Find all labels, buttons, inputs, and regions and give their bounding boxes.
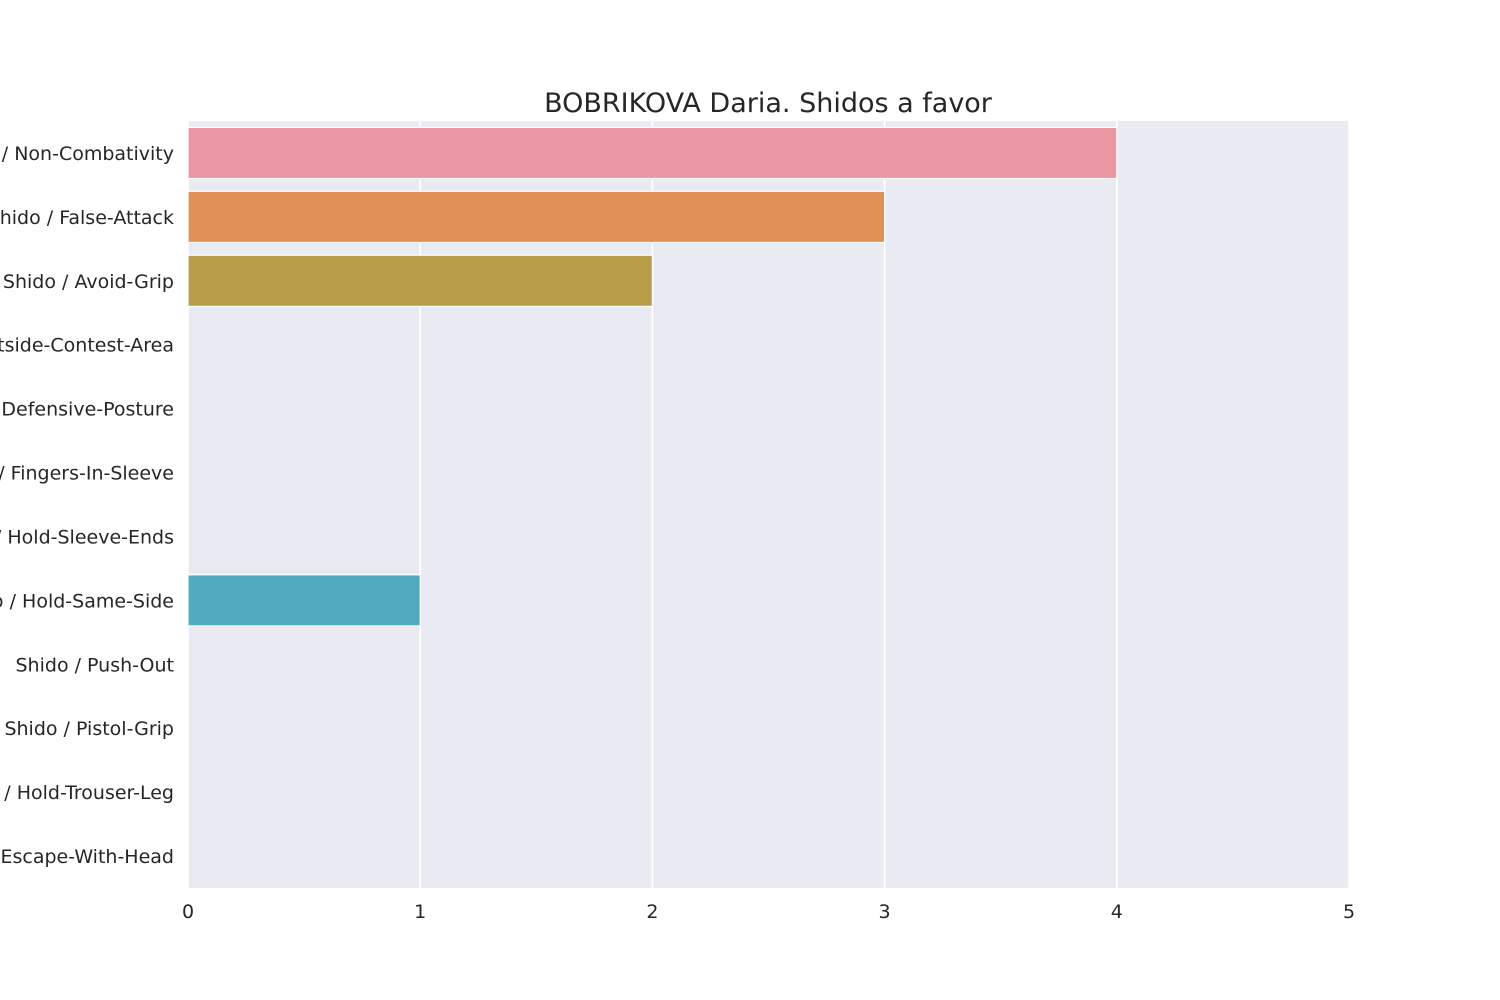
y-tick-label: Shido / Outside-Contest-Area — [0, 335, 174, 357]
y-tick-label: Shido / Pistol-Grip — [4, 718, 174, 740]
x-tick-label: 1 — [414, 901, 426, 923]
x-tick-label: 3 — [879, 901, 891, 923]
x-tick-label: 4 — [1111, 901, 1123, 923]
x-tick-labels: 0 1 2 3 4 5 — [182, 901, 1355, 923]
y-tick-label: Shido / Push-Out — [16, 654, 175, 676]
y-tick-label: Shido / Fingers-In-Sleeve — [0, 463, 174, 485]
y-tick-label: Shido / Non-Combativity — [0, 143, 174, 165]
x-tick-label: 2 — [646, 901, 658, 923]
plot-area — [188, 121, 1349, 888]
x-tick-label: 0 — [182, 901, 194, 923]
gridlines — [187, 121, 1350, 888]
x-tick-label: 5 — [1343, 901, 1355, 923]
y-tick-label: Shido / False-Attack — [0, 207, 174, 229]
chart-title: BOBRIKOVA Daria. Shidos a favor — [544, 88, 993, 119]
y-tick-label: Shido / Escape-With-Head — [0, 846, 174, 868]
y-tick-label: Shido / Defensive-Posture — [0, 399, 174, 421]
y-tick-label: Shido / Hold-Sleeve-Ends — [0, 526, 174, 548]
bar — [187, 254, 653, 307]
y-tick-label: Shido / Hold-Same-Side — [0, 590, 174, 612]
y-tick-label: Shido / Avoid-Grip — [3, 271, 174, 293]
y-tick-labels: Shido / Non-Combativity Shido / False-Att… — [0, 143, 174, 868]
y-tick-label: Shido / Hold-Trouser-Leg — [0, 782, 174, 804]
bar — [187, 574, 421, 627]
bars — [187, 126, 1118, 627]
bar — [187, 190, 886, 244]
bar — [187, 126, 1118, 180]
